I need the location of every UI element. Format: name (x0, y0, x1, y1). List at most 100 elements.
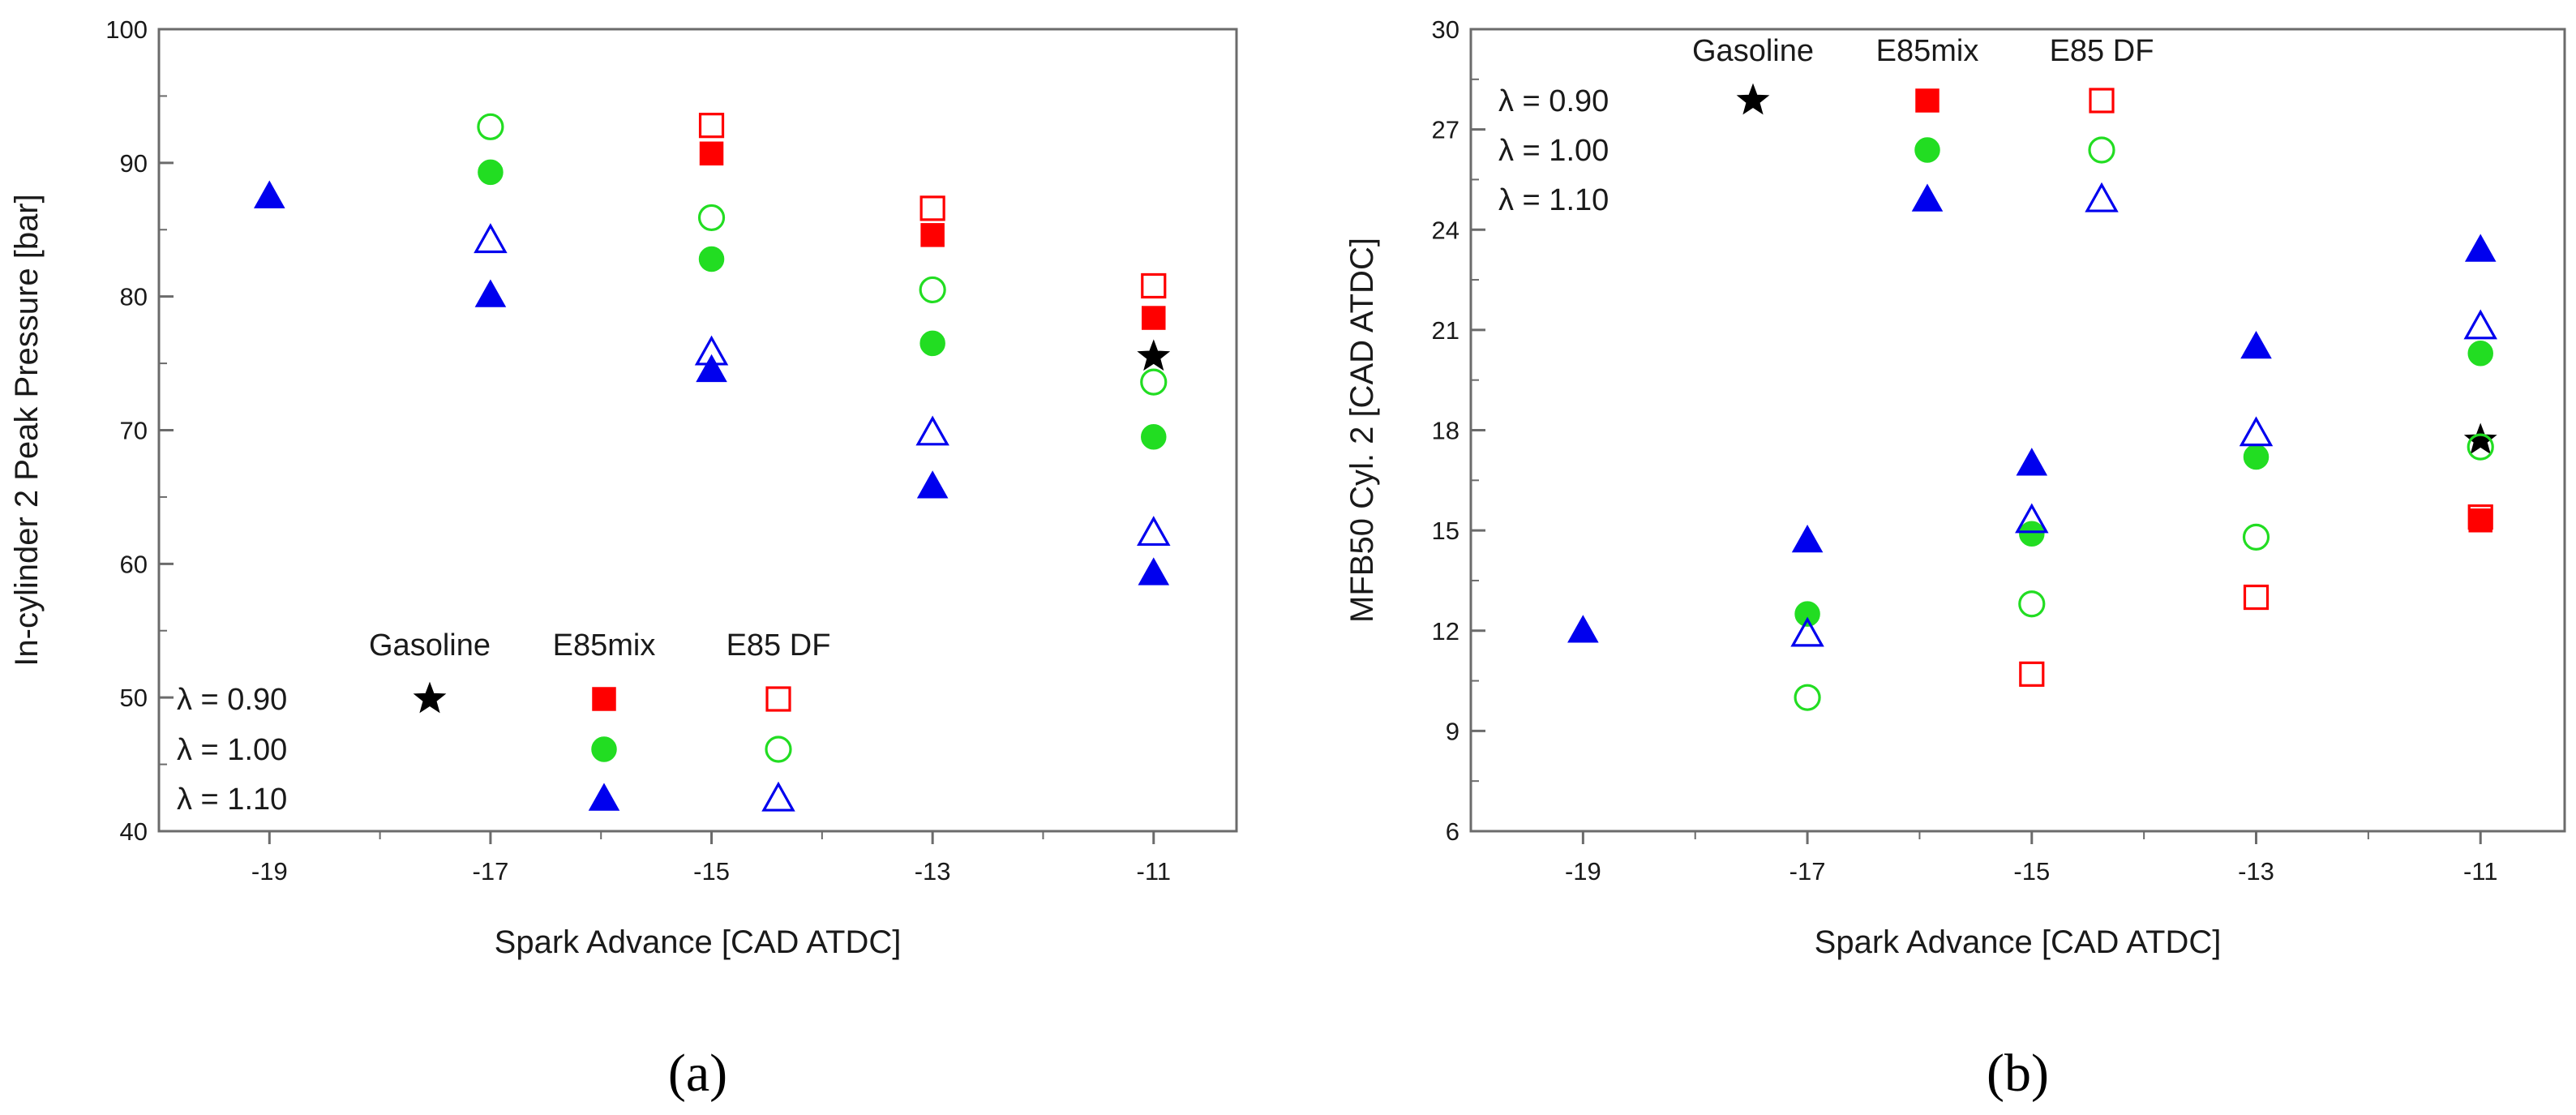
legend-marker-circle (591, 736, 617, 762)
y-tick-label: 90 (120, 149, 148, 178)
data-point-triangle (474, 223, 508, 254)
data-point-triangle (2016, 448, 2048, 476)
y-tick-label: 15 (1432, 517, 1459, 545)
x-tick-label: -13 (2238, 857, 2274, 886)
plot-frame (157, 28, 1238, 833)
x-tick-label: -19 (251, 857, 288, 886)
y-tick-label: 9 (1446, 717, 1459, 745)
data-point-triangle (1567, 615, 1599, 643)
panel-b: 6 9 12 15 18 21 24 27 30 -19 -17 -15 -13 -11 Spark Adv… (1344, 15, 2566, 1103)
data-point-triangle (2239, 416, 2274, 447)
data-point-circle (2018, 590, 2046, 618)
y-tick-label: 21 (1432, 316, 1459, 345)
data-point-circle (478, 159, 504, 186)
series-e85-df-1-1 (474, 223, 1171, 547)
x-tick-label: -17 (473, 857, 509, 886)
data-point-triangle (915, 415, 949, 446)
legend-marker-triangle (1911, 183, 1944, 212)
legend-marker-square (2089, 88, 2115, 114)
x-tick-label: -15 (2013, 857, 2050, 886)
panel-label: (a) (668, 1044, 727, 1103)
panel-label: (b) (1987, 1044, 2049, 1103)
series-e85-df-1 (477, 113, 1168, 396)
legend: Gasoline E85mix E85 DF λ = 0.90 λ = 1.00 λ = … (1498, 34, 2154, 217)
series-e85mix-1 (1794, 340, 2493, 627)
series-e85-df-0-9 (698, 113, 1167, 299)
data-point-square (698, 113, 725, 139)
data-point-triangle (2463, 309, 2497, 340)
x-tick-label: -13 (915, 857, 951, 886)
legend-row-label: λ = 0.90 (177, 683, 287, 717)
data-point-circle (2242, 523, 2270, 551)
y-tick-label: 60 (120, 550, 148, 578)
y-tick-label: 80 (120, 283, 148, 311)
y-tick-label: 24 (1432, 216, 1459, 244)
data-point-circle (1141, 423, 1167, 450)
data-point-circle (2019, 521, 2045, 547)
data-point-circle (2467, 433, 2494, 461)
series-gasoline-0-9 (1137, 339, 1171, 371)
data-point-triangle (254, 180, 285, 208)
series-gasoline-0-9 (2463, 422, 2497, 455)
legend: Gasoline E85mix E85 DF λ = 0.90 λ = 1.00 λ = … (177, 628, 830, 817)
legend-header: E85 DF (727, 628, 831, 663)
legend-marker-circle (765, 735, 792, 763)
x-axis-title: Spark Advance [CAD ATDC] (1815, 924, 2222, 960)
legend-marker-star (1736, 83, 1770, 115)
y-tick-label: 18 (1432, 417, 1459, 445)
data-point-star (1137, 339, 1171, 371)
legend-header: E85mix (553, 628, 656, 663)
data-point-triangle (2464, 234, 2497, 262)
y-tick-label: 50 (120, 684, 148, 712)
series-e85-df-1 (1794, 433, 2494, 711)
data-point-triangle (696, 354, 727, 383)
x-tick-label: -11 (1137, 857, 1172, 886)
y-tick-label: 100 (105, 15, 148, 44)
y-tick-label: 40 (120, 817, 148, 846)
legend-marker-triangle (2085, 182, 2119, 212)
data-point-circle (2243, 444, 2270, 470)
data-point-circle (919, 330, 945, 357)
series-e85mix-1 (478, 159, 1167, 450)
series-e85mix-1-1 (1567, 234, 2497, 643)
y-tick-label: 27 (1432, 116, 1459, 144)
data-point-square (919, 195, 945, 221)
series-e85mix-1-1 (254, 180, 1170, 585)
legend-marker-square (765, 686, 791, 712)
x-axis-title: Spark Advance [CAD ATDC] (495, 924, 902, 960)
legend-row-label: λ = 1.00 (1498, 134, 1609, 168)
legend-marker-square (1915, 88, 1940, 113)
data-point-circle (919, 276, 946, 304)
legend-header: E85mix (1876, 34, 1979, 68)
y-axis-title: MFB50 Cyl. 2 [CAD ATDC] (1344, 238, 1380, 623)
y-tick-label: 12 (1432, 617, 1459, 645)
legend-row-label: λ = 0.90 (1498, 84, 1609, 118)
y-tick-label: 30 (1432, 15, 1459, 44)
data-point-circle (697, 204, 726, 232)
data-point-circle (2467, 340, 2493, 367)
legend-marker-circle (1914, 137, 1940, 163)
data-point-circle (698, 246, 725, 272)
legend-header: E85 DF (2050, 34, 2154, 68)
legend-marker-star (413, 681, 447, 714)
data-point-triangle (1791, 524, 1824, 553)
y-tick-label: 6 (1446, 817, 1459, 846)
data-point-square (920, 223, 945, 247)
data-point-triangle (1138, 557, 1170, 585)
data-point-triangle (694, 335, 729, 366)
y-tick-label: 70 (120, 417, 148, 445)
x-tick-label: -17 (1789, 857, 1826, 886)
data-point-circle (1140, 368, 1168, 396)
legend-marker-circle (2088, 136, 2115, 164)
x-tick-label: -19 (1565, 857, 1601, 886)
data-point-triangle (1137, 516, 1171, 547)
legend-row-label: λ = 1.10 (1498, 183, 1609, 217)
data-point-circle (1794, 601, 1820, 627)
panel-a: 40 50 60 70 80 90 100 -19 -17 -15 -13 -11 Spark Adva… (9, 15, 1238, 1103)
legend-marker-triangle (761, 781, 795, 812)
series-e85mix-0-9 (699, 141, 1166, 330)
legend-marker-triangle (588, 783, 620, 811)
data-point-triangle (2240, 330, 2272, 359)
plot-frame (1469, 28, 2566, 833)
